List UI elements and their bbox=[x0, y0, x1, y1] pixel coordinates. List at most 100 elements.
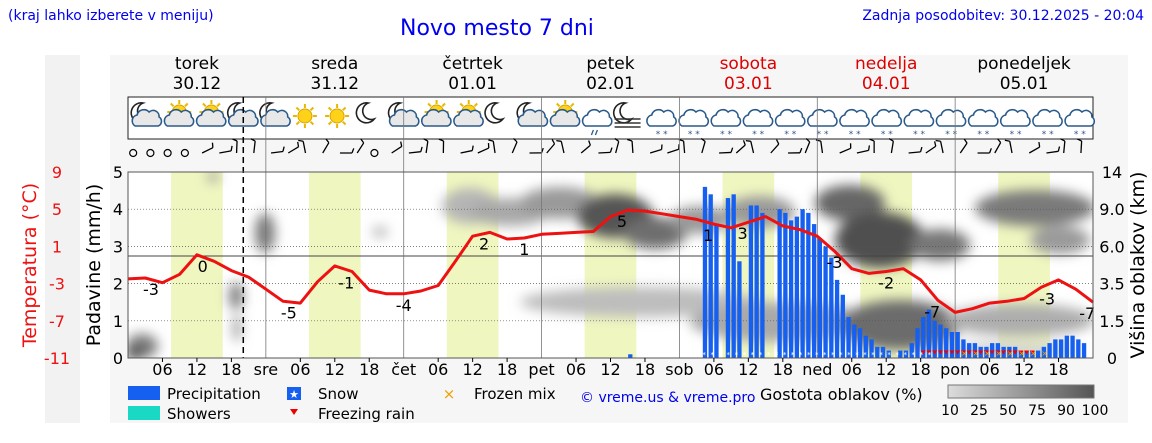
day-name: nedelja bbox=[855, 54, 917, 74]
wind-barb-flag bbox=[888, 138, 894, 142]
wind-barb bbox=[1009, 141, 1013, 154]
wind-barb-flag bbox=[297, 141, 300, 147]
frozen-mix-marker: × bbox=[984, 349, 991, 358]
sun-ray bbox=[202, 102, 207, 108]
cloud-blob bbox=[128, 349, 145, 358]
wind-barb bbox=[287, 146, 299, 154]
wind-barb-flag bbox=[488, 139, 494, 142]
wind-barb bbox=[820, 141, 824, 154]
precipitation-bar bbox=[1058, 339, 1064, 358]
sun-ray bbox=[473, 102, 478, 108]
precipitation-bar bbox=[788, 220, 794, 358]
freezing-rain-marker bbox=[978, 350, 984, 355]
precipitation-bar bbox=[1047, 343, 1052, 358]
precip-tick-label: 0 bbox=[113, 349, 123, 368]
cloud-shape bbox=[742, 108, 774, 127]
temperature-label: 1 bbox=[519, 240, 529, 259]
day-tick-label: sob bbox=[665, 360, 693, 379]
precipitation-bar bbox=[731, 194, 736, 358]
sun-ray bbox=[216, 102, 221, 108]
snow-flakes: * * bbox=[720, 130, 732, 140]
wind-barb-flag bbox=[1060, 138, 1066, 142]
snow-marker: * bbox=[839, 351, 843, 359]
day-tick-label: pon bbox=[940, 360, 970, 379]
wind-barb bbox=[322, 142, 330, 154]
snow-cloud-icon: * * bbox=[903, 108, 935, 140]
snow-cloud-icon: * * bbox=[742, 108, 774, 140]
snow-marker: * bbox=[928, 351, 932, 359]
hour-tick-label: 18 bbox=[359, 360, 379, 379]
temperature-label: -7 bbox=[1079, 304, 1095, 323]
moon-cloud-icon bbox=[130, 102, 163, 127]
hour-tick-label: 12 bbox=[462, 360, 482, 379]
cloud-height-axis-title: Višina oblakov (km) bbox=[1127, 172, 1149, 359]
cloud-height-tick-label: 14 bbox=[1102, 163, 1122, 182]
moon-cloud-icon bbox=[259, 102, 291, 127]
wind-barb bbox=[804, 141, 811, 154]
wind-barb-flag bbox=[1004, 139, 1010, 142]
freezing-rain-marker bbox=[995, 350, 1001, 355]
day-date: 04.01 bbox=[862, 74, 911, 94]
wind-barb-flag bbox=[1076, 138, 1082, 142]
precipitation-bar bbox=[1035, 350, 1041, 358]
cloud-density-tick: 75 bbox=[1028, 403, 1046, 419]
wind-barb-flag bbox=[360, 138, 365, 144]
sun-icon bbox=[325, 104, 350, 128]
snow-flakes: * * bbox=[688, 130, 700, 140]
legend-freezing-rain-marker bbox=[290, 409, 298, 415]
x-axis-time: 06 12 18 sre 06 12 18 čet 06 12 18 pet 06 12 18 sob 06 12… bbox=[152, 358, 1069, 379]
cloud-shape bbox=[871, 108, 903, 127]
snow-flakes: * * bbox=[752, 130, 764, 140]
precipitation-bar bbox=[909, 343, 914, 358]
wind-barb-flag bbox=[588, 140, 591, 146]
rain-drop bbox=[590, 129, 595, 136]
cloud-height-tick-label: 3.5 bbox=[1099, 275, 1124, 294]
wind-barb-flag bbox=[988, 148, 992, 154]
precip-type-markers: × × × × × × × × * * * * * * * * * * * * * * * * * * * * * * * * * * * * * bbox=[702, 349, 1048, 359]
cloud-shape bbox=[1032, 108, 1063, 127]
sun-ray bbox=[184, 102, 189, 108]
rain-drop bbox=[594, 129, 599, 136]
sun-ray bbox=[170, 102, 175, 108]
freezing-rain-marker bbox=[920, 350, 926, 355]
sun-ray bbox=[459, 102, 464, 108]
day-tick-label: pet bbox=[528, 360, 554, 379]
day-date: 05.01 bbox=[1000, 74, 1049, 94]
sun-ray bbox=[342, 106, 347, 112]
snow-marker: * bbox=[710, 351, 714, 359]
cloud-shape bbox=[935, 108, 967, 127]
wind-barb-flag bbox=[935, 139, 941, 142]
temperature-label: 3 bbox=[738, 224, 748, 243]
snow-flakes: * * bbox=[913, 130, 925, 140]
snow-cloud-icon: * * bbox=[774, 108, 806, 140]
precipitation-bar bbox=[829, 257, 834, 358]
cloud-shape bbox=[710, 108, 742, 127]
day-name: torek bbox=[175, 54, 219, 74]
cloud-blob bbox=[1030, 226, 1090, 254]
hour-tick-label: 06 bbox=[704, 360, 724, 379]
cloud-density-tick: 10 bbox=[941, 403, 959, 419]
wind-barb bbox=[890, 141, 894, 154]
precipitation-bar bbox=[811, 224, 817, 358]
cloud-blob bbox=[815, 185, 885, 221]
temperature-axis-title: Temperatura (°C) bbox=[19, 183, 41, 348]
wind-calm bbox=[146, 148, 155, 158]
wind-barb bbox=[492, 141, 496, 154]
snow-marker: * bbox=[871, 351, 875, 359]
cloud-shape bbox=[581, 108, 613, 127]
sun-cloud-icon bbox=[195, 100, 227, 127]
precip-tick-label: 3 bbox=[113, 237, 123, 256]
cloud-height-tick-label: 0 bbox=[1107, 349, 1117, 368]
snow-cloud-icon: * * bbox=[839, 108, 870, 140]
wind-barb bbox=[615, 141, 620, 154]
sun-ray bbox=[556, 102, 561, 108]
precipitation-bar bbox=[725, 198, 731, 358]
cloud-height-tick-label: 9.0 bbox=[1099, 200, 1124, 219]
freezing-rain-marker bbox=[1018, 350, 1024, 355]
day-date: 01.01 bbox=[448, 74, 497, 94]
precipitation-bar bbox=[852, 324, 857, 358]
precip-tick-label: 2 bbox=[113, 275, 123, 294]
precipitation-bar bbox=[834, 279, 840, 358]
precipitation-bar bbox=[961, 339, 966, 358]
